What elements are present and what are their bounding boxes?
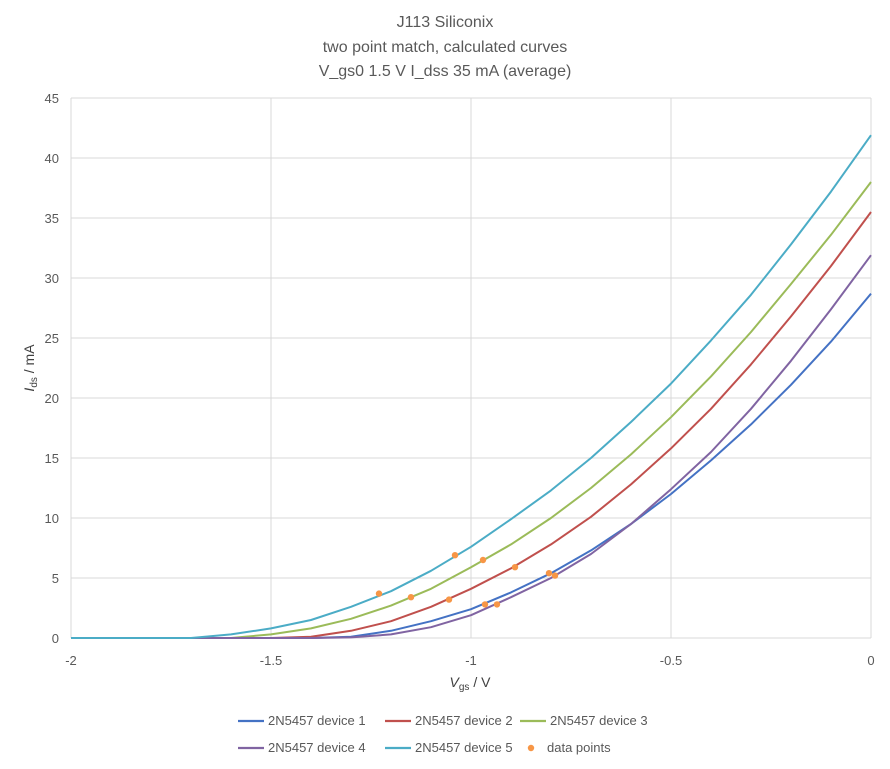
legend-label-data-points: data points xyxy=(547,740,611,755)
y-tick-label: 5 xyxy=(52,571,59,586)
x-axis-label-main: V xyxy=(450,674,461,690)
x-tick-label: -1.5 xyxy=(260,653,282,668)
x-tick-labels: -2 -1.5 -1 -0.5 0 xyxy=(65,653,874,668)
x-axis-label-sub: gs xyxy=(459,682,470,693)
data-point xyxy=(407,594,415,601)
chart-title-line-3: V_gs0 1.5 V I_dss 35 mA (average) xyxy=(319,63,572,80)
data-point xyxy=(545,570,553,577)
gridlines xyxy=(70,97,872,639)
data-point xyxy=(551,572,559,579)
data-point xyxy=(511,564,519,571)
series-line-device-5 xyxy=(71,134,872,639)
data-point xyxy=(481,601,489,608)
y-tick-labels: 0 5 10 15 20 25 30 35 40 45 xyxy=(45,91,59,646)
y-tick-label: 35 xyxy=(45,211,59,226)
y-tick-label: 45 xyxy=(45,91,59,106)
y-tick-label: 0 xyxy=(52,631,59,646)
y-axis-label: Ids / mA xyxy=(21,344,40,392)
series-lines xyxy=(71,134,872,639)
x-tick-label: -1 xyxy=(465,653,477,668)
y-tick-label: 15 xyxy=(45,451,59,466)
x-tick-label: 0 xyxy=(867,653,874,668)
y-axis-label-sub: ds xyxy=(29,377,40,388)
series-line-device-4 xyxy=(71,254,872,639)
y-axis-label-unit: / mA xyxy=(21,344,37,377)
x-tick-label: -2 xyxy=(65,653,77,668)
x-axis-label: Vgs / V xyxy=(450,674,492,693)
x-axis-label-unit: / V xyxy=(469,674,491,690)
legend-label-device-1: 2N5457 device 1 xyxy=(268,713,366,728)
data-points xyxy=(375,552,559,608)
y-axis-label-main: I xyxy=(21,388,37,392)
y-tick-label: 30 xyxy=(45,271,59,286)
data-point xyxy=(493,601,501,608)
data-point xyxy=(445,596,453,603)
legend-swatch-data-points xyxy=(527,744,535,752)
legend: 2N5457 device 1 2N5457 device 2 2N5457 d… xyxy=(238,713,648,755)
y-tick-label: 10 xyxy=(45,511,59,526)
y-tick-label: 20 xyxy=(45,391,59,406)
chart-title-line-2: two point match, calculated curves xyxy=(323,39,568,56)
data-point xyxy=(479,556,487,564)
legend-label-device-2: 2N5457 device 2 xyxy=(415,713,513,728)
x-tick-label: -0.5 xyxy=(660,653,682,668)
legend-label-device-5: 2N5457 device 5 xyxy=(415,740,513,755)
y-tick-label: 40 xyxy=(45,151,59,166)
legend-label-device-3: 2N5457 device 3 xyxy=(550,713,648,728)
data-point xyxy=(375,590,383,597)
chart-title-line-1: J113 Siliconix xyxy=(397,14,494,31)
data-point xyxy=(451,552,459,559)
y-tick-label: 25 xyxy=(45,331,59,346)
legend-label-device-4: 2N5457 device 4 xyxy=(268,740,366,755)
